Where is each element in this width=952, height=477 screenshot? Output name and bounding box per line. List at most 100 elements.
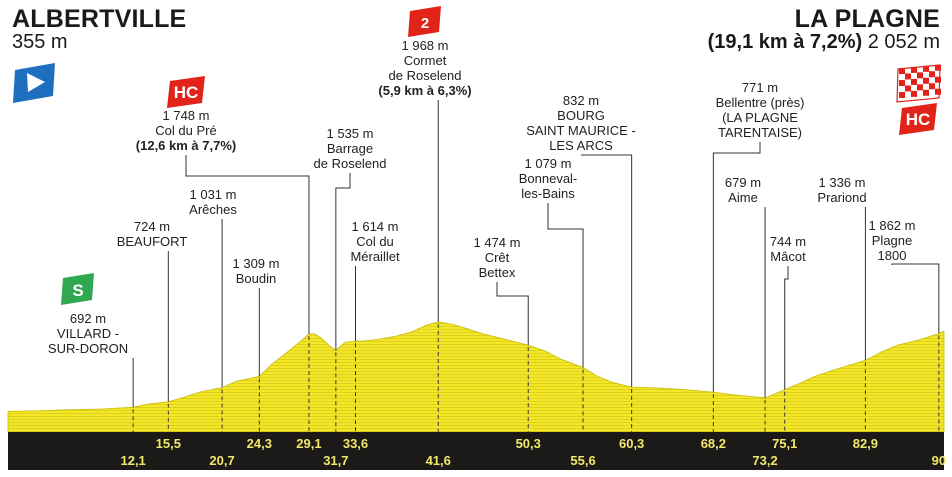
waypoint-leader — [784, 266, 789, 390]
km-marker: 41,6 — [425, 453, 451, 468]
waypoint-name: BEAUFORT — [116, 234, 188, 249]
km-band — [8, 432, 944, 470]
waypoint-name: Col du Pré — [155, 123, 217, 138]
waypoint-label: 1 309 m Boudin — [233, 256, 280, 286]
waypoint-altitude: 1 474 m — [473, 235, 521, 250]
waypoint-leader — [581, 154, 633, 388]
play-icon — [27, 73, 45, 92]
waypoint-altitude: 744 m — [769, 234, 807, 249]
waypoint-climb: (5,9 km à 6,3%) — [378, 83, 472, 98]
waypoint-altitude: 1 968 m — [401, 38, 449, 53]
waypoint-label: 832 m BOURG SAINT MAURICE - LES ARCS — [526, 93, 636, 153]
waypoint-altitude: 1 614 m — [351, 219, 399, 234]
km-marker: 82,9 — [852, 436, 879, 451]
waypoint-label: 724 m BEAUFORT — [117, 219, 188, 249]
waypoint-name: Barrage — [326, 141, 374, 156]
waypoint-label: 1 862 m Plagne 1800 — [869, 218, 916, 263]
waypoint-name: Bonneval- — [518, 171, 578, 186]
checker-square — [899, 92, 905, 98]
waypoint-name: Bettex — [478, 265, 516, 280]
hc-badge-col-du-pre — [167, 76, 205, 108]
waypoint-name: Arêches — [189, 202, 237, 217]
waypoint-leader — [335, 173, 351, 351]
waypoint-altitude: 832 m — [562, 93, 600, 108]
km-marker: 60,3 — [618, 436, 645, 451]
checker-square — [911, 90, 917, 97]
checker-square — [911, 78, 917, 85]
waypoint-name: Aime — [728, 190, 758, 205]
waypoint-name: LES ARCS — [549, 138, 613, 153]
waypoint-leader — [547, 203, 584, 368]
km-marker: 31,7 — [323, 453, 349, 468]
waypoint-label: 1 474 m Crêt Bettex — [474, 235, 521, 280]
checker-square — [929, 71, 935, 78]
waypoint-name: TARENTAISE) — [717, 125, 803, 140]
waypoint-label: 1 614 m Col du Méraillet — [350, 219, 399, 264]
waypoint-name: BOURG — [557, 108, 605, 123]
waypoint-label: 1 968 m Cormet de Roselend (5,9 km à 6,3%) — [378, 38, 471, 98]
checker-square — [905, 85, 911, 92]
finish-altitude: 2 052 m — [867, 31, 940, 54]
waypoint-altitude: 679 m — [724, 175, 762, 190]
badge-text: S — [72, 281, 83, 300]
waypoint-altitude: 1 031 m — [189, 187, 237, 202]
waypoint-altitude: 1 535 m — [326, 126, 374, 141]
waypoint-label: 679 m Aime — [725, 175, 761, 205]
profile-area — [7, 321, 945, 433]
waypoint-leader — [496, 282, 529, 346]
waypoint-altitude: 692 m — [69, 311, 107, 326]
waypoint-label: 744 m Mâcot — [770, 234, 806, 264]
checker-square — [923, 89, 929, 96]
waypoint-name: Prariond — [817, 190, 867, 205]
checker-square — [905, 73, 911, 80]
checker-square — [923, 65, 929, 72]
badge-text: HC — [174, 83, 199, 102]
checker-square — [935, 88, 941, 95]
km-marker: 75,1 — [772, 436, 798, 451]
waypoint-name: SAINT MAURICE - — [526, 123, 636, 138]
waypoint-label: 771 m Bellentre (près) (LA PLAGNE TARENTAIS… — [716, 80, 805, 140]
finish-climb-line: (19,1 km à 7,2%) 2 052 m — [708, 32, 940, 53]
waypoint-altitude: 1 336 m — [818, 175, 866, 190]
checker-square — [899, 68, 905, 74]
hc-badge-la-plagne — [899, 103, 937, 135]
waypoint-name: Boudin — [235, 271, 277, 286]
waypoint-name: SUR-DORON — [47, 341, 129, 356]
km-marker: 90 — [931, 453, 947, 468]
checker-square — [911, 66, 917, 73]
km-marker: 12,1 — [120, 453, 146, 468]
waypoint-name: 1800 — [877, 248, 907, 263]
waypoint-name: de Roselend — [388, 68, 462, 83]
checker-square — [923, 77, 929, 84]
waypoint-altitude: 1 309 m — [232, 256, 280, 271]
waypoint-leader — [891, 263, 940, 334]
waypoint-leader — [185, 155, 310, 335]
checker-square — [935, 64, 941, 71]
waypoint-name: les-Bains — [521, 186, 575, 201]
start-header: ALBERTVILLE 355 m — [12, 6, 186, 53]
km-marker: 55,6 — [570, 453, 596, 468]
km-marker: 68,2 — [700, 436, 727, 451]
waypoint-name: VILLARD - — [56, 326, 120, 341]
badge-text: HC — [906, 110, 931, 129]
cat2-badge — [408, 6, 441, 37]
waypoint-label: 1 031 m Arêches — [189, 187, 237, 217]
checker-square — [899, 80, 905, 86]
finish-town: LA PLAGNE — [794, 5, 940, 33]
start-town: ALBERTVILLE — [12, 5, 187, 33]
waypoint-altitude: 771 m — [741, 80, 779, 95]
checker-square — [929, 83, 935, 90]
checker-square — [935, 76, 941, 83]
waypoint-altitude: 1 862 m — [868, 218, 916, 233]
waypoint-name: Mâcot — [770, 249, 806, 264]
waypoint-name: (LA PLAGNE — [722, 110, 798, 125]
waypoint-leader — [712, 142, 761, 393]
finish-header: LA PLAGNE (19,1 km à 7,2%) 2 052 m — [708, 6, 940, 53]
km-marker: 20,7 — [209, 453, 235, 468]
waypoint-name: Crêt — [484, 250, 510, 265]
waypoint-name: Méraillet — [350, 249, 400, 264]
km-marker: 15,5 — [155, 436, 181, 451]
checker-square — [917, 84, 923, 91]
start-altitude: 355 m — [12, 31, 68, 54]
